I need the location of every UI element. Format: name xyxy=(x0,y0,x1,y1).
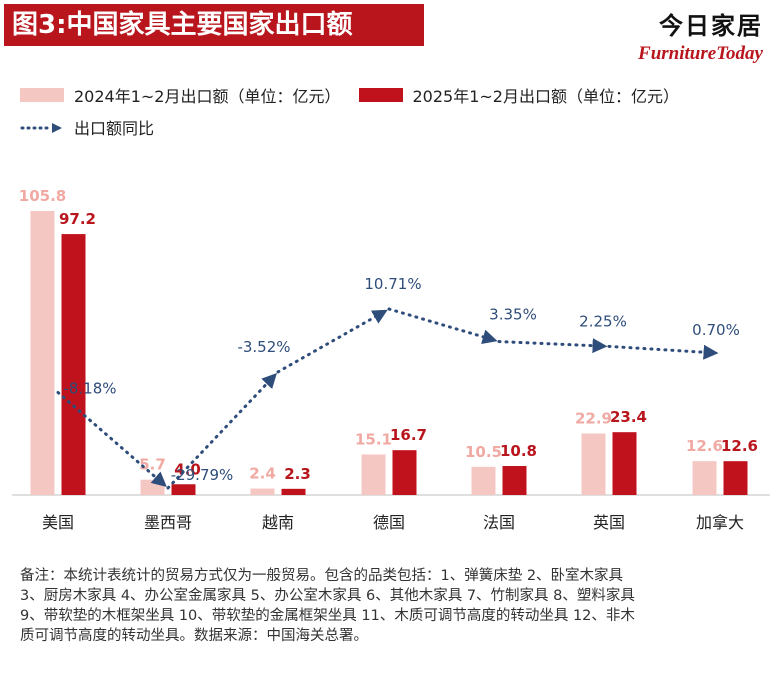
bar-2024 xyxy=(250,488,275,495)
legend-swatch-2025 xyxy=(358,88,403,102)
legend-label-2025: 2025年1~2月出口额（单位：亿元） xyxy=(412,87,680,106)
bar-2024 xyxy=(692,461,717,495)
footnote: 备注：本统计表统计的贸易方式仅为一般贸易。包含的品类包括：1、弹簧床垫 2、卧室… xyxy=(20,568,635,644)
yoy-point-label: 3.35% xyxy=(489,306,537,324)
yoy-line-segment xyxy=(387,307,498,345)
legend-label-line: 出口额同比 xyxy=(74,119,155,138)
legend-row-line: 出口额同比 xyxy=(20,114,679,140)
yoy-point-label: -8.18% xyxy=(63,379,116,397)
bar-label-2025: 12.6 xyxy=(721,437,758,455)
legend-row-bars: 2024年1~2月出口额（单位：亿元） 2025年1~2月出口额（单位：亿元） xyxy=(20,82,679,108)
bar-label-2024: 105.8 xyxy=(19,187,66,205)
bar-2025 xyxy=(502,466,527,495)
bar-2024 xyxy=(361,454,386,495)
x-tick-label: 英国 xyxy=(593,513,625,532)
bar-label-2025: 10.8 xyxy=(500,442,537,460)
legend-line-key xyxy=(20,120,64,134)
bar-2024 xyxy=(471,466,496,495)
bar-label-2024: 15.1 xyxy=(355,430,392,448)
bar-label-2025: 23.4 xyxy=(610,408,647,426)
bar-label-2024: 2.4 xyxy=(249,465,276,483)
x-tick-label: 法国 xyxy=(483,513,515,532)
brand-logo: 今日家居 FurnitureToday xyxy=(638,6,763,65)
bar-label-2025: 16.7 xyxy=(390,426,427,444)
bar-2025 xyxy=(392,450,417,495)
bar-label-2025: 4.0 xyxy=(174,460,201,478)
page-title: 图3:中国家具主要国家出口额 xyxy=(4,4,424,46)
x-tick-label: 越南 xyxy=(262,513,294,532)
bar-2024 xyxy=(581,433,606,495)
bar-2024 xyxy=(30,211,55,495)
legend-swatch-2024 xyxy=(20,88,64,102)
yoy-line-segment xyxy=(497,338,608,354)
bar-label-2025: 2.3 xyxy=(284,465,311,483)
bar-label-2024: 5.7 xyxy=(139,456,166,474)
x-tick-label: 墨西哥 xyxy=(144,513,192,532)
bar-2024 xyxy=(140,479,165,495)
bar-2025 xyxy=(281,488,306,495)
brand-name-en: FurnitureToday xyxy=(638,43,763,64)
x-tick-label: 德国 xyxy=(373,513,405,532)
chart-legend: 2024年1~2月出口额（单位：亿元） 2025年1~2月出口额（单位：亿元） … xyxy=(20,82,679,146)
bar-label-2024: 22.9 xyxy=(575,410,612,428)
bar-2025 xyxy=(723,461,748,495)
legend-label-2024: 2024年1~2月出口额（单位：亿元） xyxy=(74,87,341,106)
yoy-line-segment xyxy=(56,390,167,488)
brand-name-cn: 今日家居 xyxy=(659,12,763,40)
yoy-point-label: -3.52% xyxy=(237,338,290,356)
bar-label-2024: 10.5 xyxy=(465,443,502,461)
bar-2025 xyxy=(61,234,86,495)
bar-label-2025: 97.2 xyxy=(59,210,96,228)
x-tick-label: 加拿大 xyxy=(696,513,744,532)
bar-label-2024: 12.6 xyxy=(686,437,723,455)
yoy-point-label: -29.79% xyxy=(171,466,234,484)
bar-2025 xyxy=(171,484,196,495)
yoy-point-label: 10.71% xyxy=(364,275,421,293)
yoy-point-label: 0.70% xyxy=(692,321,740,339)
yoy-point-label: 2.25% xyxy=(579,312,627,330)
yoy-line-segment xyxy=(276,309,388,374)
yoy-line-segment xyxy=(607,344,719,360)
yoy-line-segment xyxy=(166,372,277,490)
x-tick-label: 美国 xyxy=(42,513,74,532)
export-chart: 105.8 97.2 美国 5.7 4.0 墨西哥 2.4 2.3 越南 15.116.7 德国 10… xyxy=(12,187,770,532)
bar-2025 xyxy=(612,432,637,495)
